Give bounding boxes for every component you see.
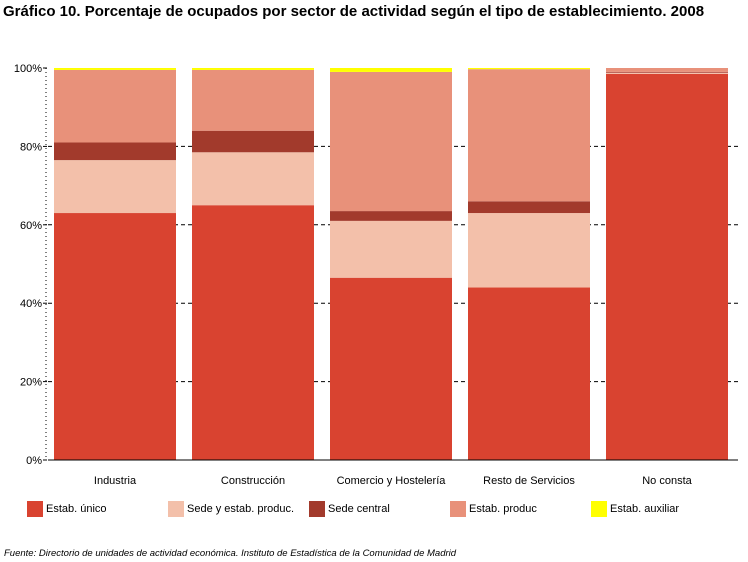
x-category-label: Industria — [94, 475, 137, 487]
bar-segment — [54, 213, 176, 460]
bar-segment — [606, 73, 728, 460]
bar-segment — [54, 142, 176, 161]
bar-segment — [468, 213, 590, 288]
legend-swatch-estab-unico — [27, 501, 43, 517]
legend-label-sede-y-estab: Sede y estab. produc. — [187, 503, 295, 515]
source-note: Fuente: Directorio de unidades de activi… — [4, 548, 457, 559]
bar-segment — [468, 201, 590, 214]
stacked-bar-chart: 0% 20% 40% 60% 80% 100% Industria Construcción C… — [14, 63, 738, 487]
legend-item-estab-produc: Estab. produc — [450, 498, 537, 520]
bar-segment — [606, 71, 728, 73]
y-tick-label: 40% — [20, 298, 42, 310]
bar-segment — [468, 69, 590, 202]
bar-segment — [192, 205, 314, 460]
x-category-label: Construcción — [221, 475, 285, 487]
bar-segment — [330, 211, 452, 221]
legend-swatch-sede-central — [309, 501, 325, 517]
bar-segment — [606, 68, 728, 72]
bar-segment — [330, 71, 452, 212]
y-tick-label: 80% — [20, 141, 42, 153]
bar-segment — [606, 72, 728, 74]
y-tick-label: 20% — [20, 377, 42, 389]
bar-segment — [330, 277, 452, 460]
legend-swatch-estab-produc — [450, 501, 466, 517]
legend-item-sede-y-estab: Sede y estab. produc. — [168, 498, 294, 520]
chart-title: Gráfico 10. Porcentaje de ocupados por s… — [3, 3, 705, 20]
bar-segment — [330, 68, 452, 72]
x-category-label: Comercio y Hostelería — [337, 475, 447, 487]
legend-label-estab-produc: Estab. produc — [469, 503, 537, 515]
legend-item-sede-central: Sede central — [309, 498, 390, 520]
legend-swatch-estab-auxiliar — [591, 501, 607, 517]
bar-segment — [192, 152, 314, 206]
bar-segment — [192, 69, 314, 131]
bar-segment — [468, 68, 590, 70]
y-tick-label: 100% — [14, 63, 42, 75]
legend-item-estab-unico: Estab. único — [27, 498, 107, 520]
x-category-label: No consta — [642, 475, 692, 487]
bar-segment — [192, 68, 314, 70]
bar-segment — [192, 130, 314, 153]
y-tick-label: 60% — [20, 220, 42, 232]
legend-item-estab-auxiliar: Estab. auxiliar — [591, 498, 679, 520]
legend-label-estab-unico: Estab. único — [46, 503, 107, 515]
bar-segment — [468, 287, 590, 460]
legend-label-sede-central: Sede central — [328, 503, 390, 515]
y-tick-label: 0% — [26, 455, 42, 467]
bar-segment — [54, 160, 176, 214]
legend-label-estab-auxiliar: Estab. auxiliar — [610, 503, 680, 515]
bar-segment — [330, 220, 452, 278]
x-category-label: Resto de Servicios — [483, 475, 575, 487]
legend-swatch-sede-y-estab — [168, 501, 184, 517]
bar-segment — [54, 69, 176, 143]
bar-segment — [54, 68, 176, 70]
